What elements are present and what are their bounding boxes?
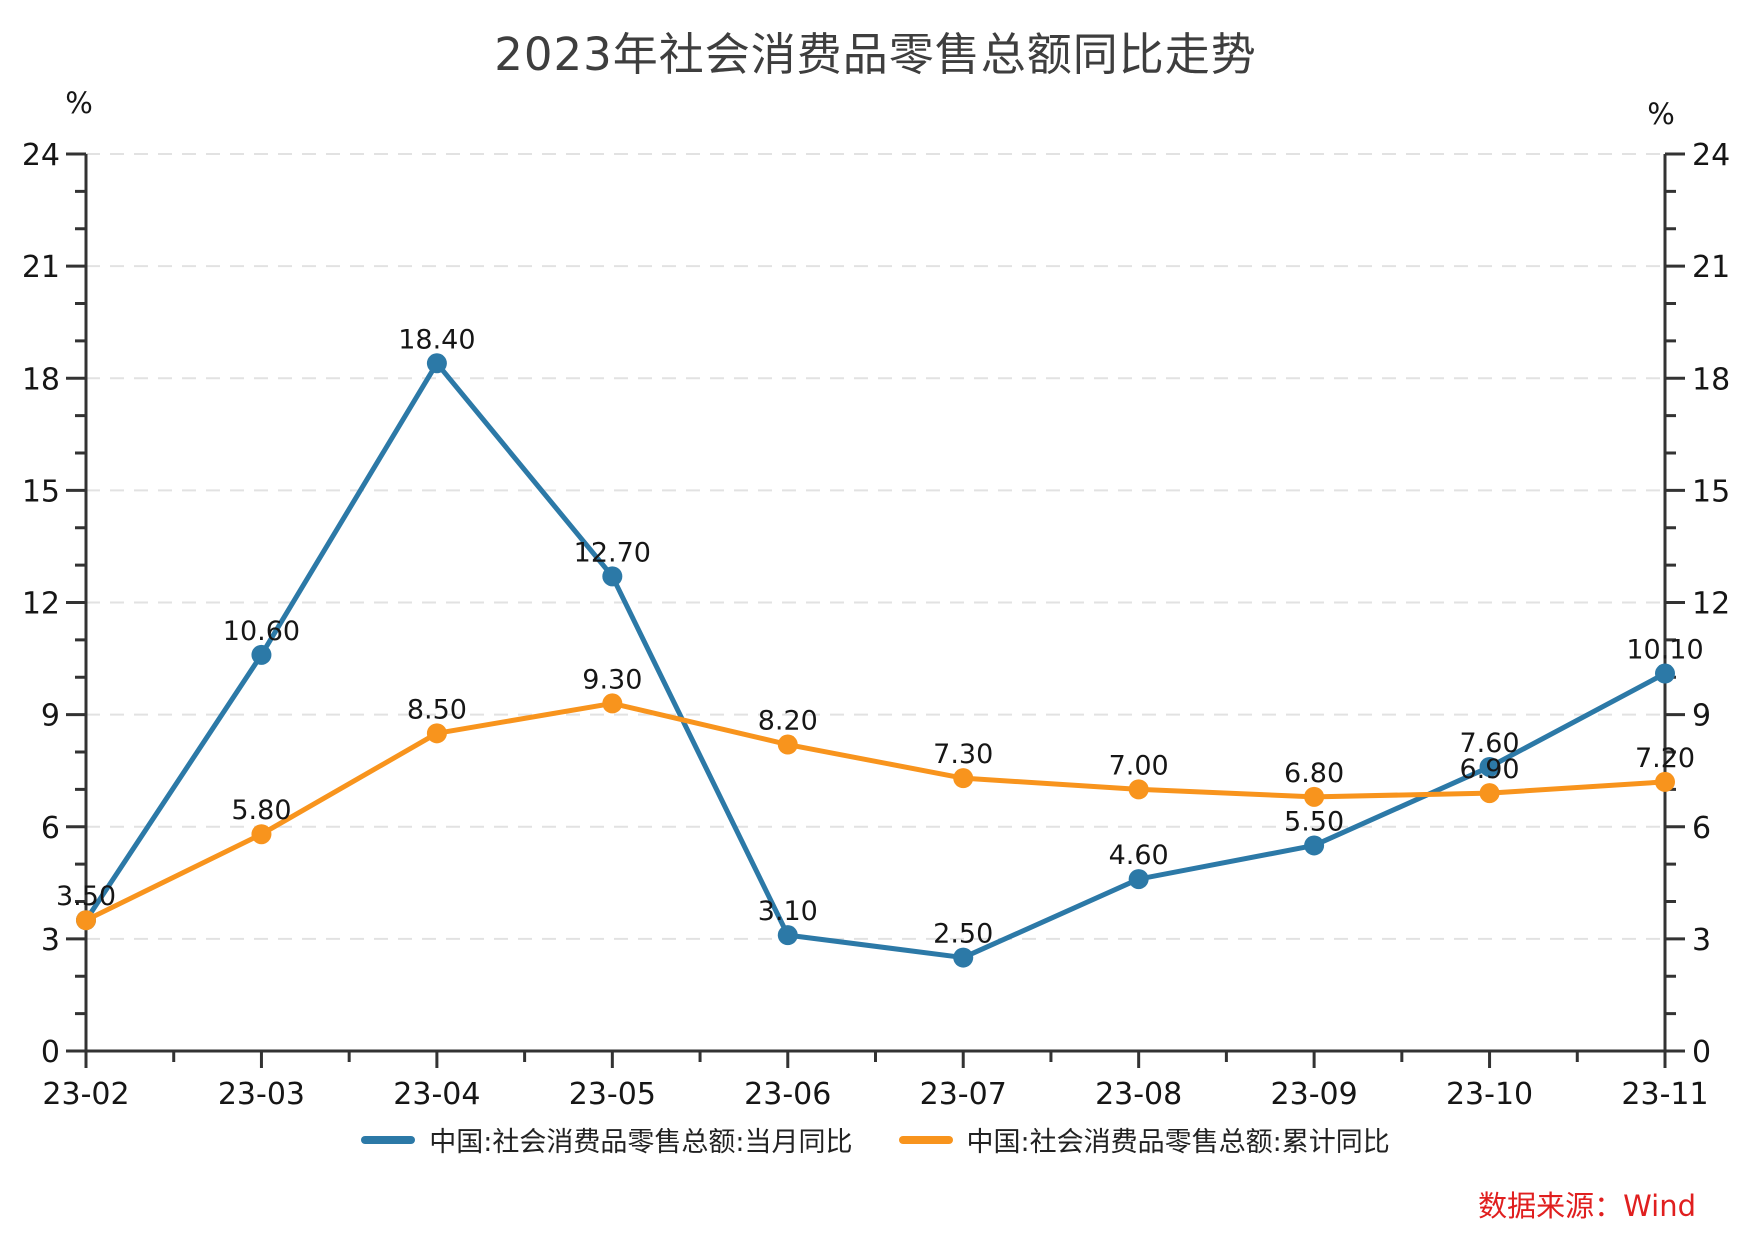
data-point-label: 7.20 [1635,743,1695,774]
y-tick-label-right: 9 [1692,699,1711,734]
data-point-monthly[interactable] [777,925,798,946]
y-tick-label-right: 3 [1692,923,1711,958]
data-point-cumulative[interactable] [1479,783,1500,804]
data-point-label: 6.90 [1459,754,1519,785]
data-point-monthly[interactable] [426,353,447,374]
data-point-cumulative[interactable] [602,693,623,714]
data-point-label: 3.50 [56,881,116,912]
chart-title: 2023年社会消费品零售总额同比走势 [494,28,1257,81]
y-tick-label-left: 15 [22,474,60,509]
data-point-cumulative[interactable] [1655,771,1675,792]
y-tick-label-right: 24 [1692,138,1730,173]
legend: 中国:社会消费品零售总额:当月同比 中国:社会消费品零售总额:累计同比 [86,1120,1665,1159]
unit-label-right: % [1647,97,1675,131]
data-point-monthly[interactable] [251,644,272,665]
legend-item-cumulative[interactable]: 中国:社会消费品零售总额:累计同比 [898,1120,1390,1159]
data-point-label: 7.30 [933,739,993,770]
data-point-label: 12.70 [574,537,651,568]
data-point-monthly[interactable] [1479,756,1500,777]
y-tick-label-right: 21 [1692,250,1730,285]
data-point-label: 9.30 [582,664,642,695]
data-point-label: 4.60 [1109,840,1169,871]
x-tick-label: 23-10 [1446,1077,1533,1112]
y-tick-label-right: 6 [1692,811,1711,846]
y-tick-label-right: 18 [1692,362,1730,397]
data-point-label: 18.40 [398,324,475,355]
data-point-label: 8.50 [407,694,467,725]
legend-swatch-cumulative [898,1135,953,1144]
legend-item-monthly[interactable]: 中国:社会消费品零售总额:当月同比 [361,1120,853,1159]
y-tick-label-left: 12 [22,587,60,622]
x-tick-label: 23-11 [1621,1077,1708,1112]
data-point-label: 8.20 [758,706,818,737]
data-point-monthly[interactable] [1655,663,1675,684]
data-point-cumulative[interactable] [1304,786,1325,807]
series-line-cumulative [83,700,1668,923]
data-point-monthly[interactable] [953,947,974,968]
data-point-label: 10.60 [223,616,300,647]
x-tick-label: 23-04 [393,1077,480,1112]
data-point-cumulative[interactable] [953,768,974,789]
x-tick-label: 23-02 [42,1077,129,1112]
data-point-label: 3.10 [758,896,818,927]
unit-label-left: % [65,86,93,120]
y-tick-label-left: 18 [22,362,60,397]
legend-label-cumulative: 中国:社会消费品零售总额:累计同比 [966,1127,1390,1158]
y-tick-label-left: 9 [41,699,60,734]
data-point-label: 2.50 [933,919,993,950]
legend-swatch-monthly [361,1135,416,1144]
data-point-label: 5.80 [231,795,291,826]
x-tick-label: 23-09 [1271,1077,1358,1112]
series-line-monthly [83,360,1668,961]
y-tick-label-left: 21 [22,250,60,285]
data-point-cumulative[interactable] [426,723,447,744]
data-point-cumulative[interactable] [251,824,272,845]
y-tick-label-left: 24 [22,138,60,173]
data-point-monthly[interactable] [1128,869,1149,890]
data-point-label: 6.80 [1284,758,1344,789]
x-tick-label: 23-06 [744,1077,831,1112]
data-point-cumulative[interactable] [1128,779,1149,800]
y-tick-label-right: 15 [1692,474,1730,509]
x-tick-label: 23-05 [569,1077,656,1112]
data-point-cumulative[interactable] [76,910,96,931]
data-point-label: 10.10 [1626,635,1703,666]
y-tick-label-left: 6 [41,811,60,846]
x-tick-label: 23-07 [920,1077,1007,1112]
y-tick-label-right: 0 [1692,1035,1711,1070]
data-point-label: 7.00 [1109,750,1169,781]
legend-label-monthly: 中国:社会消费品零售总额:当月同比 [429,1127,853,1158]
x-tick-label: 23-03 [218,1077,305,1112]
data-point-label: 5.50 [1284,806,1344,837]
data-point-monthly[interactable] [1304,835,1325,856]
data-source: 数据来源：Wind [1478,1189,1696,1223]
data-point-monthly[interactable] [602,566,623,587]
data-point-label: 7.60 [1459,728,1519,759]
y-tick-label-left: 3 [41,923,60,958]
y-tick-label-left: 0 [41,1035,60,1070]
data-point-cumulative[interactable] [777,734,798,755]
y-tick-label-right: 12 [1692,587,1730,622]
x-tick-label: 23-08 [1095,1077,1182,1112]
